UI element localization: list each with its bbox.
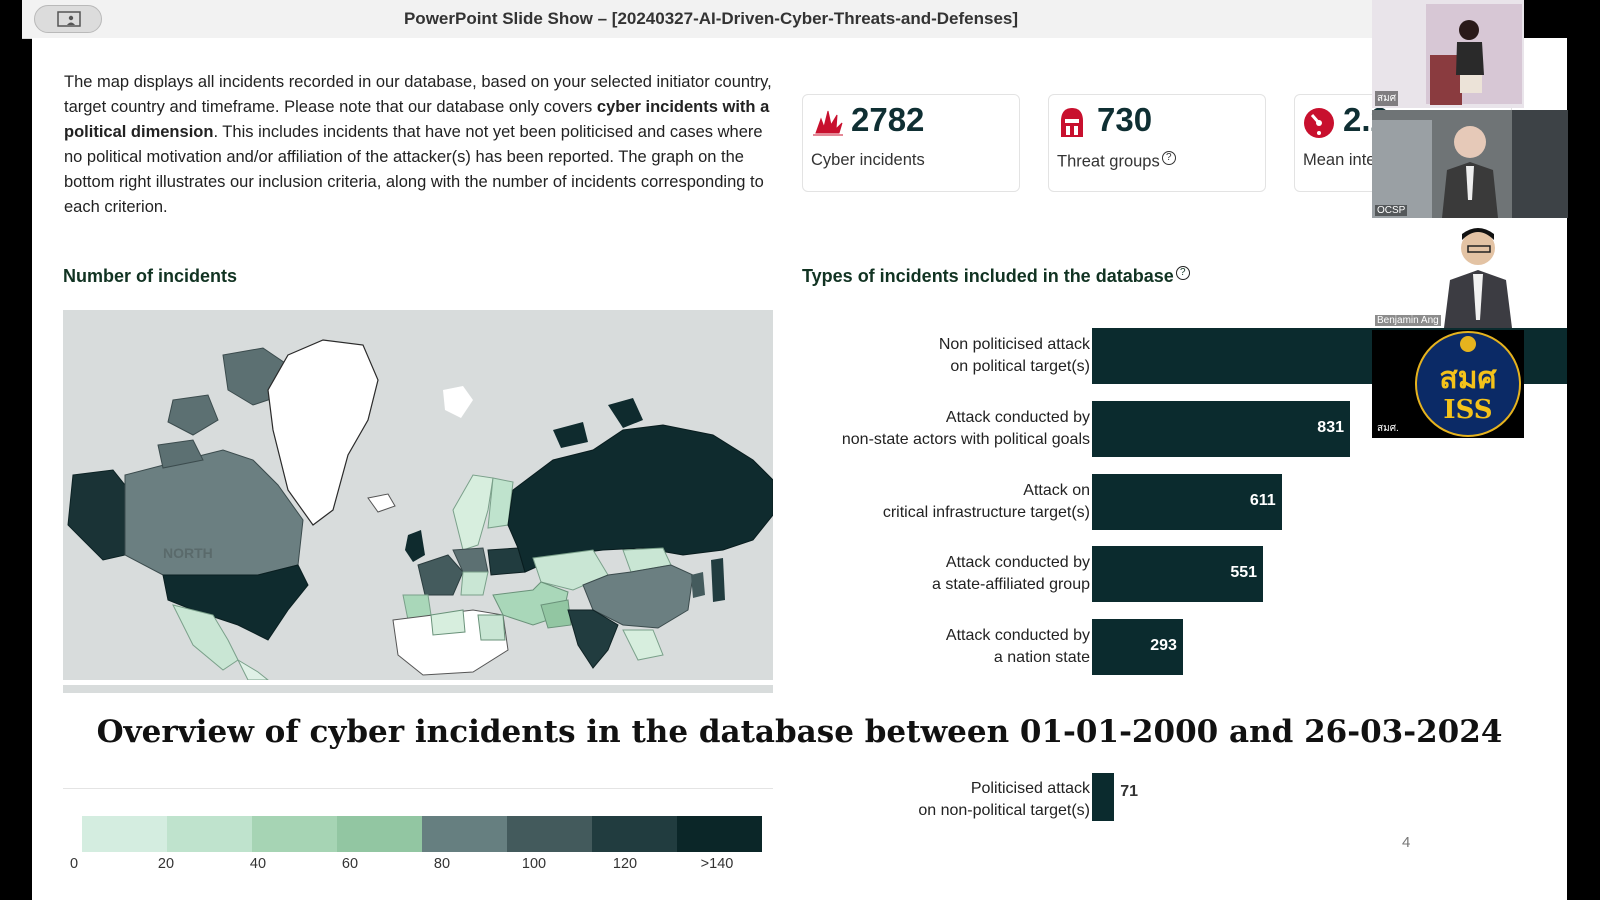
stat-label: Threat groups? — [1057, 151, 1176, 172]
bar-category-label: Attack conducted by a state-affiliated gr… — [931, 554, 1090, 593]
map-region — [540, 599, 572, 629]
legend-label: 0 — [69, 856, 79, 872]
map-region — [691, 572, 705, 598]
stat-card-threat-groups: 730 Threat groups? — [1048, 94, 1266, 192]
legend-swatch — [167, 816, 252, 852]
map-region — [553, 422, 588, 448]
bar-value-label: 611 — [1249, 492, 1276, 509]
legend-label: >140 — [700, 856, 734, 872]
stat-label: Cyber incidents — [811, 151, 925, 169]
legend-swatch — [507, 816, 592, 852]
legend-swatch — [337, 816, 422, 852]
map-region — [477, 614, 506, 641]
bar-chart-title: Types of incidents included in the datab… — [802, 266, 1190, 287]
participant-tile[interactable]: สมศ ISS สมศ. — [1372, 330, 1524, 438]
stat-value: 730 — [1097, 101, 1153, 138]
map-region — [267, 339, 379, 526]
slide-caption: Overview of cyber incidents in the datab… — [96, 714, 1503, 750]
participant-name: Benjamin Ang — [1375, 315, 1441, 326]
presenter-view-icon — [57, 11, 81, 27]
world-incident-map[interactable]: NORTH — [63, 310, 773, 680]
bar-category-label: Attack conducted by non-state actors with… — [841, 409, 1090, 448]
participant-name: สมศ — [1375, 91, 1399, 106]
bar-value-label: 71 — [1120, 783, 1139, 800]
map-title: Number of incidents — [63, 266, 238, 286]
map-region — [417, 554, 464, 596]
slide: The map displays all incidents recorded … — [32, 38, 1567, 900]
window-titlebar: PowerPoint Slide Show – [20240327-AI-Dri… — [22, 0, 1400, 39]
participant-video — [1372, 110, 1568, 218]
participant-name: สมศ. — [1375, 421, 1401, 436]
bar[interactable]: 611 — [1092, 474, 1282, 530]
svg-text:ISS: ISS — [1443, 395, 1492, 425]
legend-label: 100 — [521, 856, 547, 872]
bar-category-label: Attack on critical infrastructure target(… — [882, 482, 1090, 521]
legend-label: 120 — [612, 856, 638, 872]
color-legend — [82, 816, 762, 852]
participant-tile[interactable]: Benjamin Ang — [1372, 220, 1524, 328]
bar-category-label: Attack conducted by a nation state — [945, 627, 1090, 666]
window-title: PowerPoint Slide Show – [20240327-AI-Dri… — [403, 9, 1019, 28]
map-region — [443, 386, 473, 418]
map-region — [567, 609, 619, 669]
participant-video — [1372, 0, 1524, 108]
intro-bold: cyber incidents with a political dimensi… — [64, 98, 770, 141]
map-region — [124, 449, 304, 576]
legend-label: 80 — [433, 856, 451, 872]
map-region — [167, 394, 219, 436]
participant-name: OCSP — [1375, 205, 1408, 216]
map-region — [608, 398, 643, 428]
help-icon[interactable]: ? — [1175, 266, 1190, 280]
map-region — [405, 530, 425, 562]
legend-labels: 0 20 40 60 80 100 120 >140 — [62, 856, 792, 876]
stat-label: Mean inte — [1303, 151, 1376, 169]
bar-value-label: 293 — [1150, 637, 1177, 654]
bar[interactable]: 71 — [1092, 773, 1138, 821]
map-region — [507, 424, 773, 573]
stat-card-incidents: 2782 Cyber incidents — [802, 94, 1020, 192]
participant-video — [1372, 220, 1524, 328]
map-region — [460, 571, 489, 596]
legend-label: 60 — [341, 856, 359, 872]
map-region — [430, 609, 466, 636]
presenter-view-button[interactable] — [34, 5, 102, 33]
map-region — [367, 493, 396, 513]
help-icon[interactable]: ? — [1161, 151, 1176, 165]
page-number: 4 — [1402, 834, 1411, 851]
map-region — [711, 558, 725, 602]
legend-label: 40 — [249, 856, 267, 872]
participant-tile[interactable]: สมศ — [1372, 0, 1524, 108]
gauge-icon — [1304, 108, 1334, 138]
map-scroll-strip — [63, 685, 773, 693]
map-region-label: NORTH — [163, 545, 213, 561]
svg-text:สมศ: สมศ — [1439, 361, 1497, 396]
legend-swatch — [422, 816, 507, 852]
map-region — [157, 439, 204, 469]
map-region — [67, 469, 126, 561]
map-region — [582, 564, 694, 629]
bar-category-label: Politicised attack on non-political targe… — [918, 780, 1090, 819]
bar[interactable]: 551 — [1092, 546, 1264, 602]
bar-category-label: Non politicised attack on political targe… — [938, 336, 1090, 375]
legend-label: 20 — [157, 856, 175, 872]
legend-swatch — [82, 816, 167, 852]
bar-value-label: 551 — [1230, 564, 1258, 581]
map-divider — [63, 778, 773, 789]
explosion-icon — [813, 110, 843, 136]
map-region — [622, 629, 664, 661]
legend-swatch — [252, 816, 337, 852]
organization-logo: สมศ ISS — [1372, 330, 1524, 438]
stat-value: 2782 — [851, 101, 925, 138]
hooded-figure-icon — [1061, 108, 1083, 137]
map-region — [236, 658, 269, 680]
intro-paragraph: The map displays all incidents recorded … — [64, 73, 772, 216]
bar-value-label: 831 — [1317, 419, 1344, 436]
map-region — [162, 564, 309, 641]
bar[interactable]: 293 — [1092, 619, 1183, 675]
legend-swatch — [677, 816, 762, 852]
legend-swatch — [592, 816, 677, 852]
participant-tile[interactable]: OCSP — [1372, 110, 1568, 218]
bar[interactable]: 831 — [1092, 401, 1350, 457]
